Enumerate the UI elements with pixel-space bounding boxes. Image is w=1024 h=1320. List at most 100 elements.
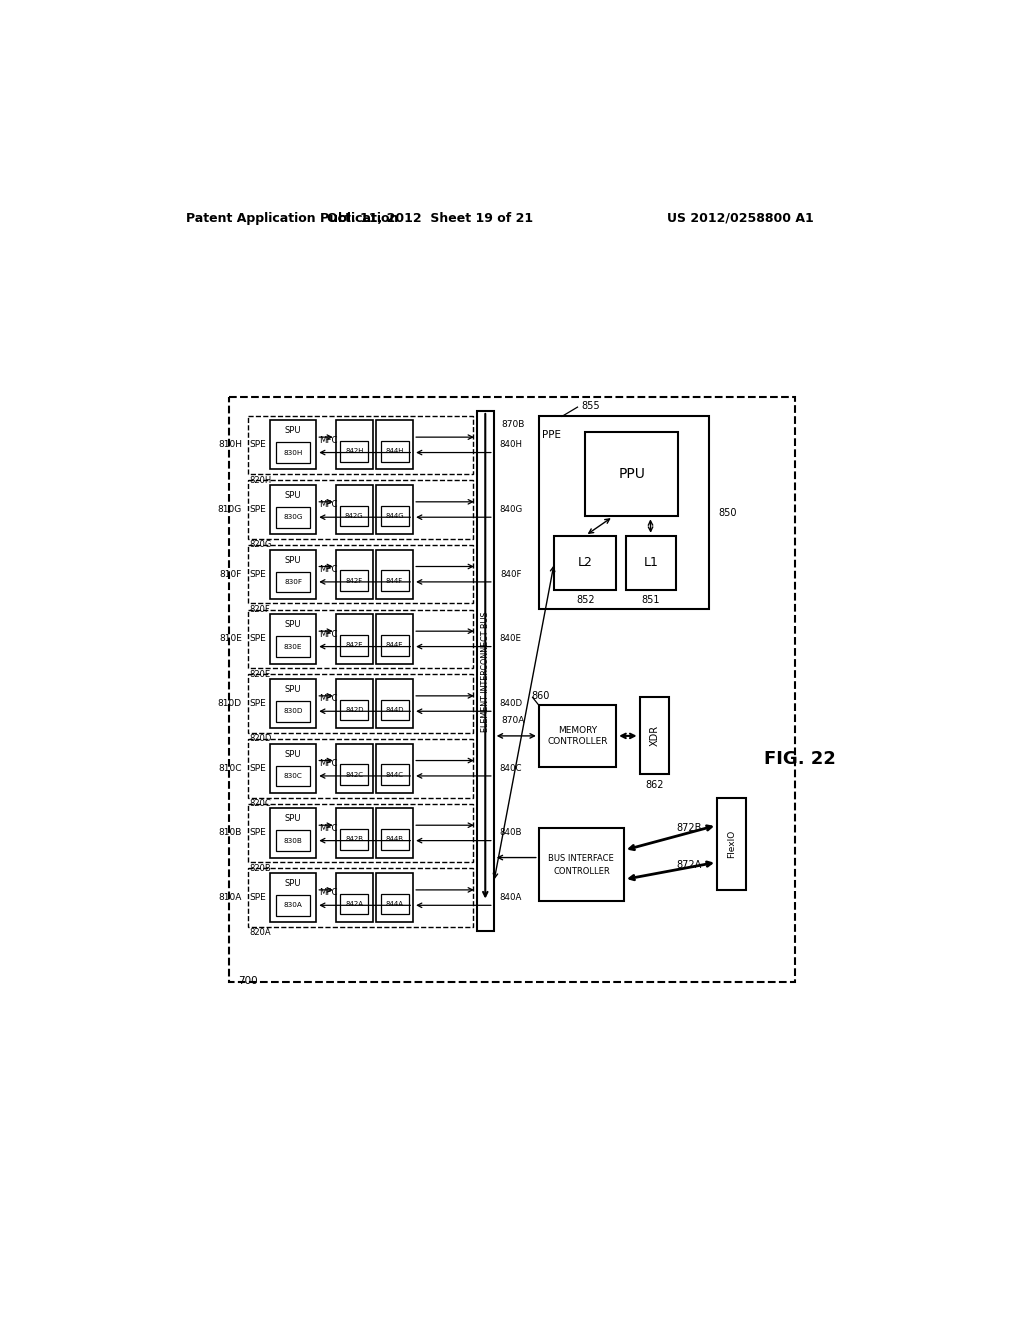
- Bar: [376, 420, 414, 470]
- Text: US 2012/0258800 A1: US 2012/0258800 A1: [667, 213, 814, 224]
- Bar: [554, 536, 616, 590]
- Text: 820B: 820B: [250, 863, 271, 873]
- Text: MFC: MFC: [318, 630, 337, 639]
- Bar: [340, 829, 369, 850]
- Text: 830B: 830B: [284, 838, 302, 843]
- Text: 810F: 810F: [219, 570, 242, 578]
- Text: 840F: 840F: [500, 570, 521, 578]
- Text: Patent Application Publication: Patent Application Publication: [186, 213, 398, 224]
- Bar: [340, 506, 369, 527]
- Text: 810G: 810G: [218, 506, 242, 513]
- Bar: [336, 743, 373, 793]
- Bar: [381, 635, 409, 656]
- Bar: [336, 678, 373, 729]
- Bar: [248, 480, 473, 539]
- Bar: [248, 416, 473, 474]
- Text: 844F: 844F: [386, 578, 403, 583]
- Bar: [376, 484, 414, 535]
- Text: 820F: 820F: [250, 605, 270, 614]
- Bar: [626, 536, 676, 590]
- Text: 842G: 842G: [345, 513, 364, 519]
- Bar: [376, 808, 414, 858]
- Text: FIG. 22: FIG. 22: [764, 750, 836, 768]
- Text: 844D: 844D: [385, 708, 403, 713]
- Text: L2: L2: [578, 556, 593, 569]
- Text: 851: 851: [641, 595, 660, 606]
- Bar: [248, 869, 473, 927]
- Text: 855: 855: [582, 400, 600, 411]
- Text: 844G: 844G: [385, 513, 403, 519]
- Bar: [276, 830, 310, 851]
- Text: SPE: SPE: [250, 506, 266, 513]
- Text: SPE: SPE: [250, 570, 266, 578]
- Text: 830A: 830A: [284, 903, 302, 908]
- Bar: [270, 484, 316, 535]
- Bar: [376, 678, 414, 729]
- Text: 840A: 840A: [500, 894, 522, 902]
- Bar: [276, 895, 310, 916]
- Bar: [270, 743, 316, 793]
- Bar: [248, 804, 473, 862]
- Text: SPE: SPE: [250, 829, 266, 837]
- Bar: [340, 441, 369, 462]
- Bar: [276, 766, 310, 787]
- Text: SPU: SPU: [285, 879, 301, 888]
- Bar: [336, 808, 373, 858]
- Text: 844B: 844B: [386, 837, 403, 842]
- Text: 872B: 872B: [676, 824, 701, 833]
- Bar: [381, 506, 409, 527]
- Text: 852: 852: [575, 595, 595, 606]
- Bar: [248, 675, 473, 733]
- Text: 842A: 842A: [345, 902, 364, 907]
- Bar: [336, 549, 373, 599]
- Text: CONTROLLER: CONTROLLER: [553, 866, 609, 875]
- Bar: [640, 697, 669, 775]
- Text: 840B: 840B: [500, 829, 522, 837]
- Text: 840H: 840H: [500, 441, 522, 449]
- Text: MFC: MFC: [318, 436, 337, 445]
- Text: 842H: 842H: [345, 449, 364, 454]
- Bar: [270, 549, 316, 599]
- Bar: [270, 678, 316, 729]
- Text: 810D: 810D: [218, 700, 242, 708]
- Text: SPU: SPU: [285, 556, 301, 565]
- Text: 820C: 820C: [250, 799, 271, 808]
- Text: 820A: 820A: [250, 928, 271, 937]
- Text: 844A: 844A: [386, 902, 403, 907]
- Text: SPE: SPE: [250, 764, 266, 772]
- Text: 840E: 840E: [500, 635, 522, 643]
- Bar: [276, 442, 310, 463]
- Text: 870A: 870A: [502, 715, 525, 725]
- Text: 830C: 830C: [284, 774, 302, 779]
- Text: 842B: 842B: [345, 837, 364, 842]
- Bar: [340, 700, 369, 721]
- Text: Oct. 11, 2012  Sheet 19 of 21: Oct. 11, 2012 Sheet 19 of 21: [328, 213, 534, 224]
- Bar: [477, 411, 494, 932]
- Text: CONTROLLER: CONTROLLER: [547, 737, 608, 746]
- Text: SPU: SPU: [285, 620, 301, 630]
- Text: BUS INTERFACE: BUS INTERFACE: [549, 854, 614, 863]
- Text: L1: L1: [643, 556, 658, 569]
- Text: SPE: SPE: [250, 441, 266, 449]
- Text: 810H: 810H: [218, 441, 242, 449]
- Bar: [717, 797, 746, 890]
- Bar: [276, 572, 310, 593]
- Bar: [248, 545, 473, 603]
- Text: 840C: 840C: [500, 764, 522, 772]
- Text: 700: 700: [238, 977, 258, 986]
- Text: PPE: PPE: [542, 430, 561, 440]
- Text: SPE: SPE: [250, 894, 266, 902]
- Text: MFC: MFC: [318, 759, 337, 768]
- Bar: [336, 873, 373, 923]
- Text: 844E: 844E: [386, 643, 403, 648]
- Text: 872A: 872A: [676, 861, 701, 870]
- Text: 830F: 830F: [284, 579, 302, 585]
- Text: 842D: 842D: [345, 708, 364, 713]
- Text: 820D: 820D: [250, 734, 272, 743]
- Text: 842C: 842C: [345, 772, 364, 777]
- Text: MFC: MFC: [318, 694, 337, 704]
- Bar: [381, 570, 409, 591]
- Bar: [381, 441, 409, 462]
- Bar: [336, 420, 373, 470]
- Text: 842F: 842F: [346, 578, 362, 583]
